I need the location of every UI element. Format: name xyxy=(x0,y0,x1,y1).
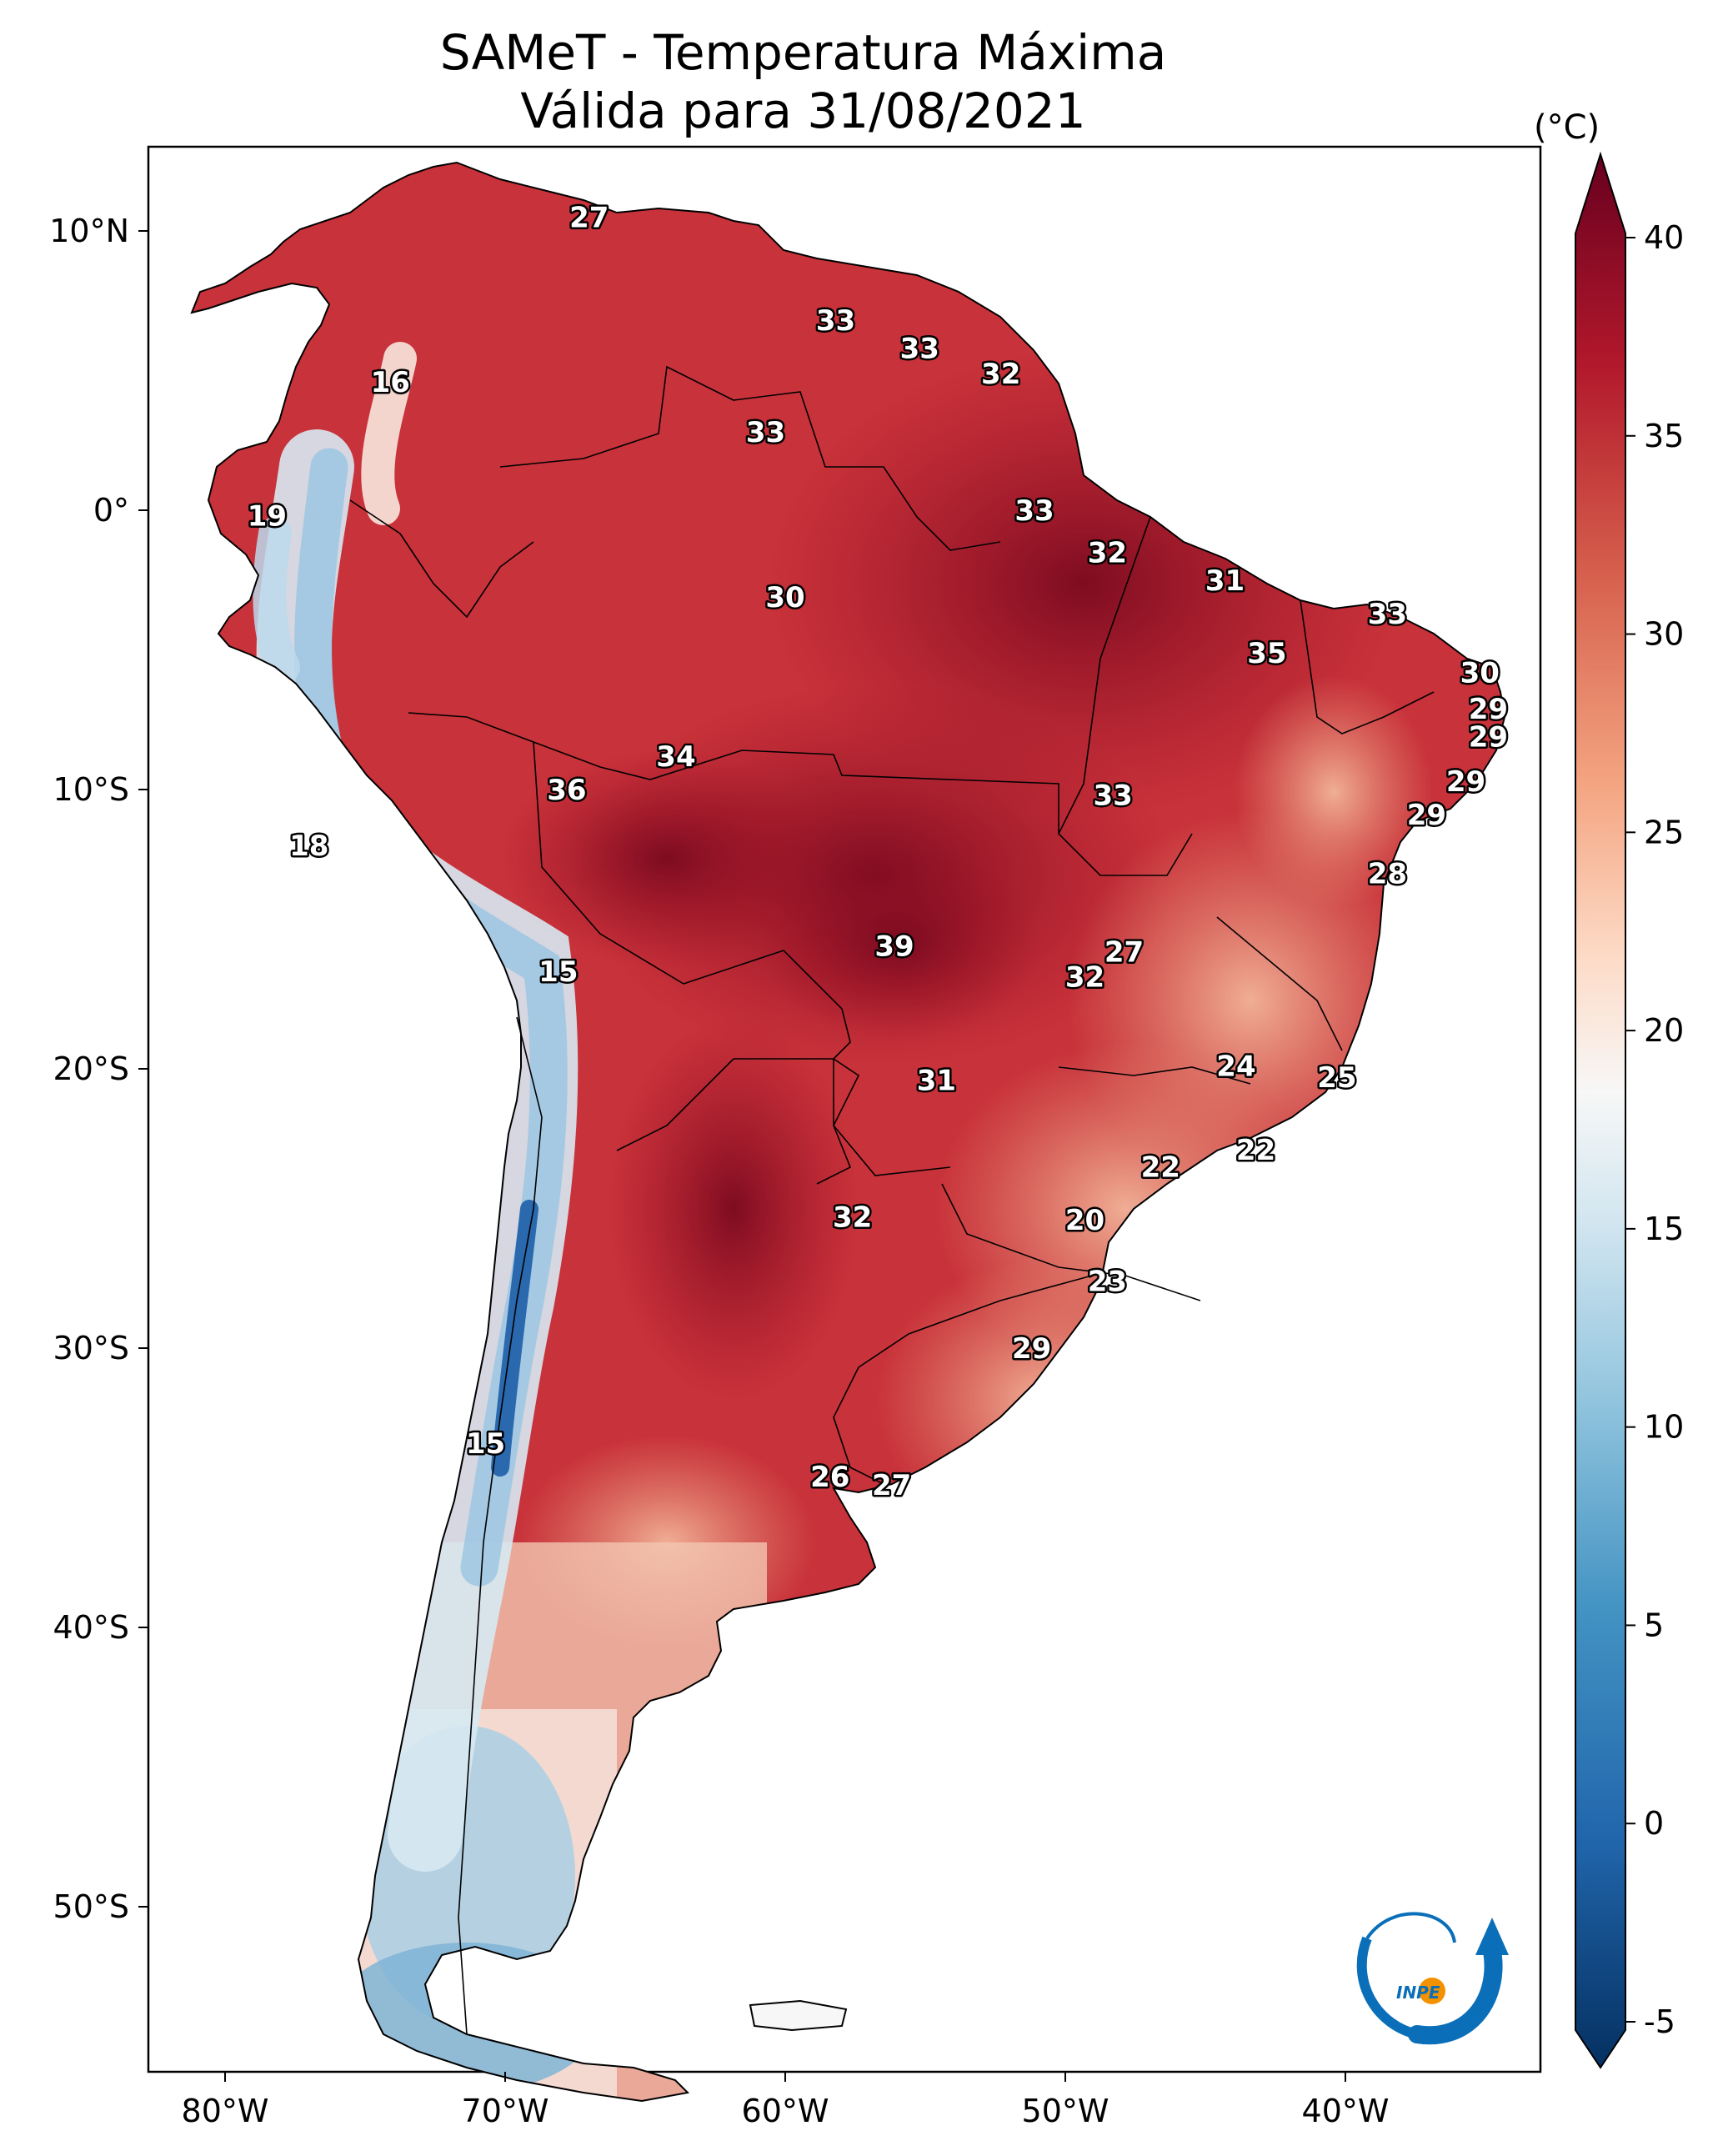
lat-label: 30°S xyxy=(53,1330,129,1366)
colorbar: 40 35 30 25 20 15 10 5 0 -5 xyxy=(1575,151,1684,2069)
lat-label: 50°S xyxy=(53,1888,129,1925)
temperature-label: 29 xyxy=(1469,693,1508,726)
temperature-label: 26 xyxy=(810,1461,849,1494)
lat-label: 10°N xyxy=(49,213,129,249)
temperature-label: 34 xyxy=(656,740,695,774)
country-borders xyxy=(349,365,1435,2035)
temperature-label: 27 xyxy=(872,1469,911,1502)
colorbar-tick-label: 40 xyxy=(1644,219,1684,256)
temperature-label: 33 xyxy=(1093,780,1132,813)
temperature-label: 16 xyxy=(371,366,410,399)
temperature-label: 30 xyxy=(1460,656,1500,689)
temperature-label: 22 xyxy=(1141,1151,1180,1184)
temperature-label: 33 xyxy=(746,416,785,449)
temperature-label: 39 xyxy=(874,930,914,964)
temperature-label: 35 xyxy=(1247,637,1286,670)
title-line-1: SAMeT - Temperatura Máxima xyxy=(439,24,1167,81)
temperature-label: 36 xyxy=(547,774,586,807)
temperature-label: 22 xyxy=(1236,1134,1275,1167)
colorbar-tick-label: 5 xyxy=(1644,1607,1664,1643)
colorbar-tick-label: 35 xyxy=(1644,418,1684,454)
temperature-label: 31 xyxy=(917,1064,956,1097)
temperature-label: 29 xyxy=(1012,1332,1051,1366)
falkland-islands xyxy=(749,1999,848,2032)
colorbar-unit: (°C) xyxy=(1534,108,1600,147)
longitude-labels: 80°W 70°W 60°W 50°W 40°W xyxy=(182,2093,1390,2129)
lon-label: 60°W xyxy=(742,2093,829,2129)
lat-label: 40°S xyxy=(53,1609,129,1646)
lat-label: 10°S xyxy=(53,771,129,808)
colorbar-tick-label: 15 xyxy=(1644,1211,1684,1247)
temperature-label: 29 xyxy=(1469,720,1508,754)
temperature-label: 32 xyxy=(1088,536,1127,569)
temperature-label: 30 xyxy=(765,581,804,614)
temperature-label: 32 xyxy=(981,358,1020,391)
colorbar-body xyxy=(1575,151,1626,2069)
temperature-label: 33 xyxy=(816,304,855,338)
temperature-label: 28 xyxy=(1368,858,1407,891)
temperature-label: 29 xyxy=(1446,765,1485,799)
lon-label: 40°W xyxy=(1302,2093,1390,2129)
temperature-label: 33 xyxy=(1014,494,1054,528)
temperature-label: 32 xyxy=(1065,960,1104,994)
temperature-label: 25 xyxy=(1317,1061,1356,1095)
colorbar-tick-label: 10 xyxy=(1644,1409,1684,1446)
temperature-label: 27 xyxy=(569,201,609,234)
lon-label: 80°W xyxy=(182,2093,269,2129)
temperature-label: 15 xyxy=(466,1427,505,1461)
temperature-label: 31 xyxy=(1205,564,1245,598)
lat-label: 20°S xyxy=(53,1050,129,1087)
temperature-label: 24 xyxy=(1216,1050,1255,1084)
colorbar-tick-label: -5 xyxy=(1644,2003,1675,2040)
temperature-label: 23 xyxy=(1088,1266,1127,1299)
temperature-label: 33 xyxy=(900,333,939,366)
axis-ticks xyxy=(138,230,1346,2082)
lon-label: 70°W xyxy=(462,2093,549,2129)
colorbar-tick-label: 25 xyxy=(1644,814,1684,850)
lon-label: 50°W xyxy=(1022,2093,1109,2129)
temperature-label: 18 xyxy=(289,830,328,863)
inpe-logo-text: INPE xyxy=(1396,1983,1440,2003)
map-title: SAMeT - Temperatura Máxima Válida para 3… xyxy=(0,23,1723,140)
temperature-label: 32 xyxy=(833,1201,872,1235)
title-line-2: Válida para 31/08/2021 xyxy=(520,83,1086,139)
temperature-label: 20 xyxy=(1065,1204,1104,1237)
temperature-label: 29 xyxy=(1407,799,1446,832)
latitude-labels: 10°N 0° 10°S 20°S 30°S 40°S 50°S xyxy=(49,213,129,1925)
temperature-label: 27 xyxy=(1104,935,1144,969)
temperature-label: 33 xyxy=(1368,598,1407,631)
inpe-logo: INPE xyxy=(1356,1912,1509,2045)
colorbar-tick-label: 0 xyxy=(1644,1805,1664,1842)
lat-label: 0° xyxy=(93,492,129,529)
temperature-label: 19 xyxy=(248,500,287,534)
temperature-label: 15 xyxy=(538,955,578,989)
colorbar-tick-label: 30 xyxy=(1644,616,1684,653)
colorbar-ticks: 40 35 30 25 20 15 10 5 0 -5 xyxy=(1625,219,1684,2040)
colorbar-tick-label: 20 xyxy=(1644,1012,1684,1049)
